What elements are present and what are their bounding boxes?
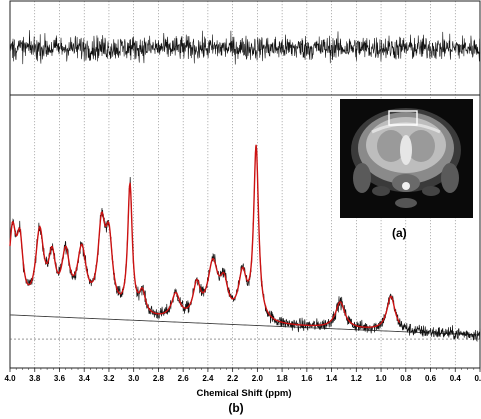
- x-tick-label: 2.8: [153, 374, 165, 383]
- x-tick-label: 2.6: [178, 374, 190, 383]
- x-tick-label: 1.4: [326, 374, 338, 383]
- mri-inset: [340, 99, 473, 218]
- x-tick-label: 1.8: [277, 374, 289, 383]
- brain-image: [351, 108, 461, 208]
- x-tick-label: 1.2: [351, 374, 363, 383]
- x-tick-label: 3.6: [54, 374, 66, 383]
- x-tick-label: 0.8: [400, 374, 412, 383]
- baseline-line: [9, 314, 481, 336]
- x-tick-label: 4.0: [4, 374, 16, 383]
- x-tick-label: 3.4: [79, 374, 91, 383]
- x-tick-label: 1.0: [375, 374, 387, 383]
- inset-label: (a): [392, 226, 407, 240]
- x-tick-label: 2.4: [202, 374, 214, 383]
- residual-line: [9, 30, 481, 65]
- x-tick-label: 1.6: [301, 374, 313, 383]
- panel-label: (b): [228, 401, 243, 415]
- residual-panel: [9, 30, 481, 65]
- x-tick-label: 3.2: [103, 374, 115, 383]
- voxel-box: [388, 110, 418, 126]
- fit-panel: [9, 144, 401, 328]
- fit-line: [9, 144, 401, 328]
- x-tick-label: 3.0: [128, 374, 140, 383]
- baseline-panel: [9, 314, 481, 340]
- x-tick-label: 0.4: [450, 374, 462, 383]
- x-tick-label: 0.2: [474, 374, 481, 383]
- x-axis-title: Chemical Shift (ppm): [196, 388, 291, 399]
- x-tick-label: 2.2: [227, 374, 239, 383]
- x-tick-label: 3.8: [29, 374, 41, 383]
- x-tick-label: 0.6: [425, 374, 437, 383]
- x-tick-label: 2.0: [252, 374, 264, 383]
- x-axis-ticks: 4.0 3.8 3.6 3.4 3.2 3.0 2.8 2.6 2.4 2.2 2.0 1.8 1.6 1…: [4, 368, 481, 383]
